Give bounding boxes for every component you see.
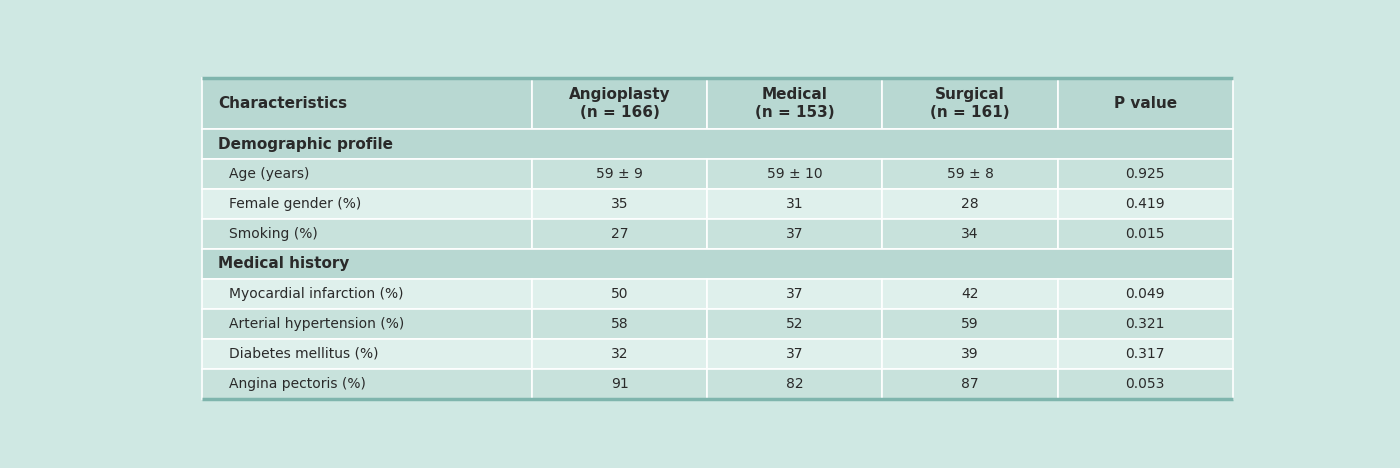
Text: 52: 52	[785, 317, 804, 331]
Bar	[202, 159, 532, 189]
Text: 59 ± 8: 59 ± 8	[946, 167, 994, 181]
Text: 0.419: 0.419	[1126, 197, 1165, 211]
Text: Myocardial infarction (%): Myocardial infarction (%)	[230, 287, 403, 301]
Text: 34: 34	[962, 227, 979, 241]
Bar	[882, 219, 1057, 249]
Text: 28: 28	[962, 197, 979, 211]
Bar	[882, 189, 1057, 219]
Text: 35: 35	[610, 197, 629, 211]
Bar	[707, 309, 882, 339]
Text: Demographic profile: Demographic profile	[218, 137, 393, 152]
Bar	[707, 159, 882, 189]
Bar	[707, 279, 882, 309]
Text: 59 ± 9: 59 ± 9	[596, 167, 643, 181]
Text: 50: 50	[610, 287, 629, 301]
Bar	[1057, 78, 1233, 129]
Bar	[202, 189, 532, 219]
Text: Diabetes mellitus (%): Diabetes mellitus (%)	[230, 347, 379, 361]
Text: 0.015: 0.015	[1126, 227, 1165, 241]
Bar	[202, 249, 1233, 279]
Bar	[1057, 219, 1233, 249]
Text: Characteristics: Characteristics	[218, 96, 347, 111]
Text: 27: 27	[610, 227, 629, 241]
Text: Surgical
(n = 161): Surgical (n = 161)	[930, 88, 1009, 120]
Bar	[882, 78, 1057, 129]
Bar	[202, 129, 1233, 159]
Text: 0.321: 0.321	[1126, 317, 1165, 331]
Bar	[707, 339, 882, 369]
Text: Female gender (%): Female gender (%)	[230, 197, 361, 211]
Bar	[202, 279, 532, 309]
Bar	[532, 78, 707, 129]
Text: Medical history: Medical history	[218, 256, 350, 271]
Text: 82: 82	[785, 377, 804, 391]
Bar	[1057, 279, 1233, 309]
Bar	[532, 279, 707, 309]
Bar	[532, 219, 707, 249]
Bar	[707, 219, 882, 249]
Bar	[532, 309, 707, 339]
Text: 37: 37	[785, 347, 804, 361]
Text: P value: P value	[1113, 96, 1177, 111]
Bar	[202, 369, 532, 398]
Text: 58: 58	[610, 317, 629, 331]
Text: 91: 91	[610, 377, 629, 391]
Bar	[532, 339, 707, 369]
Text: Smoking (%): Smoking (%)	[230, 227, 318, 241]
Text: 39: 39	[962, 347, 979, 361]
Text: Medical
(n = 153): Medical (n = 153)	[755, 88, 834, 120]
Text: Angina pectoris (%): Angina pectoris (%)	[230, 377, 367, 391]
Text: Arterial hypertension (%): Arterial hypertension (%)	[230, 317, 405, 331]
Text: 42: 42	[962, 287, 979, 301]
Text: 59: 59	[962, 317, 979, 331]
Text: 31: 31	[785, 197, 804, 211]
Text: 37: 37	[785, 227, 804, 241]
Text: 0.049: 0.049	[1126, 287, 1165, 301]
Bar	[1057, 309, 1233, 339]
Text: Angioplasty
(n = 166): Angioplasty (n = 166)	[568, 88, 671, 120]
Bar	[707, 369, 882, 398]
Bar	[202, 309, 532, 339]
Bar	[882, 309, 1057, 339]
Bar	[1057, 159, 1233, 189]
Bar	[882, 369, 1057, 398]
Bar	[707, 189, 882, 219]
Bar	[1057, 189, 1233, 219]
Bar	[532, 159, 707, 189]
Bar	[532, 189, 707, 219]
Bar	[882, 159, 1057, 189]
Bar	[707, 78, 882, 129]
Bar	[1057, 339, 1233, 369]
Text: 0.053: 0.053	[1126, 377, 1165, 391]
Bar	[202, 339, 532, 369]
Text: 37: 37	[785, 287, 804, 301]
Bar	[882, 339, 1057, 369]
Text: 0.317: 0.317	[1126, 347, 1165, 361]
Text: Age (years): Age (years)	[230, 167, 309, 181]
Bar	[202, 219, 532, 249]
Bar	[1057, 369, 1233, 398]
Text: 0.925: 0.925	[1126, 167, 1165, 181]
Bar	[532, 369, 707, 398]
Text: 87: 87	[962, 377, 979, 391]
Text: 59 ± 10: 59 ± 10	[767, 167, 823, 181]
Text: 32: 32	[610, 347, 629, 361]
Bar	[202, 78, 532, 129]
Bar	[882, 279, 1057, 309]
